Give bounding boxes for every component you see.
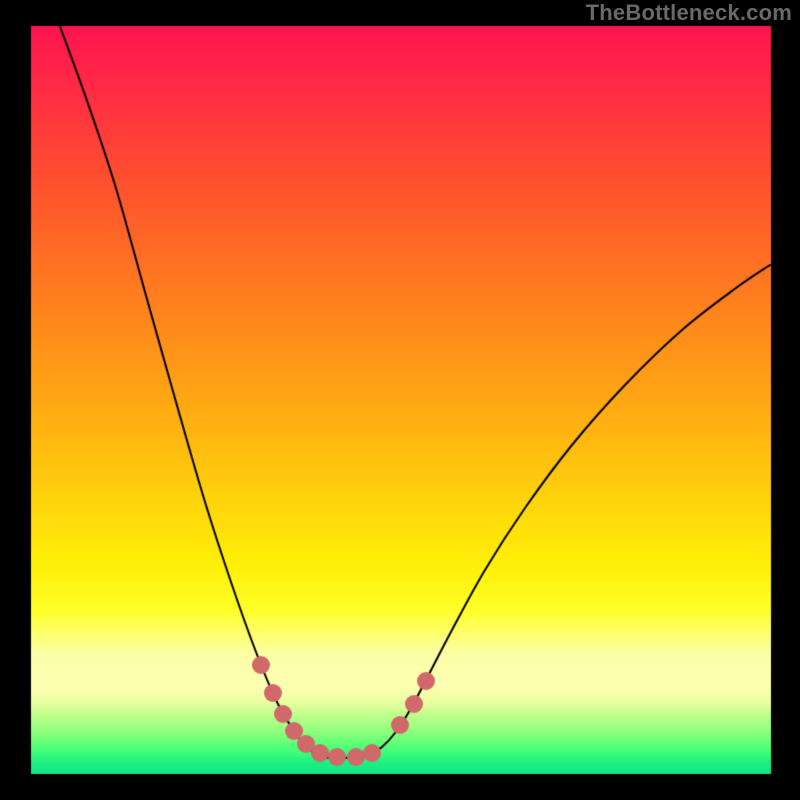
chart-stage: TheBottleneck.com bbox=[0, 0, 800, 800]
bottleneck-curve-chart bbox=[0, 0, 800, 800]
watermark-text: TheBottleneck.com bbox=[586, 0, 792, 26]
